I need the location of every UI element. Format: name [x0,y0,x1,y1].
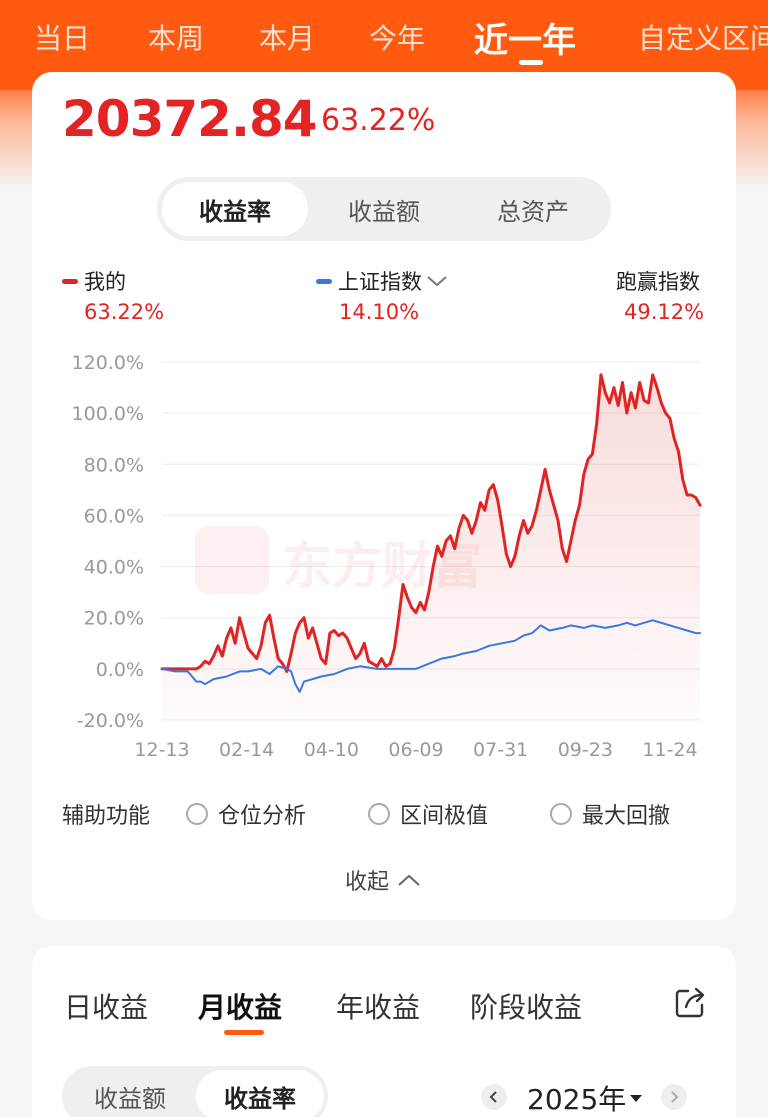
tab-earnings-amount[interactable]: 收益额 [94,1084,166,1113]
aux-option-position-analysis[interactable]: 仓位分析 [186,798,306,830]
legend-beat-index: 跑赢指数 [616,266,700,296]
share-icon[interactable] [672,985,708,1021]
x-tick-label: 11-24 [642,739,697,761]
earnings-metric-segment: 收益额 收益率 [62,1066,328,1117]
tab-daily-earnings[interactable]: 日收益 [64,991,149,1024]
legend-beat-label: 跑赢指数 [616,270,700,294]
yield-line-chart[interactable]: 东方财富 120.0%100.0%80.0%60.0%40.0%20.0%0.0… [0,340,768,770]
x-tick-label: 07-31 [473,739,528,761]
aux-option-label: 仓位分析 [218,804,307,829]
x-tick-label: 06-09 [388,739,443,761]
year-selector[interactable]: 2025年 [527,1078,643,1117]
profit-amount: 20372.84 [62,90,318,148]
earnings-tab-indicator [224,1030,264,1035]
chevron-down-icon [427,276,447,287]
next-year-button[interactable] [661,1084,687,1110]
chevron-right-icon [671,1091,679,1103]
x-tick-label: 12-13 [134,739,189,761]
y-tick-label: 100.0% [72,403,144,425]
active-tab-indicator [519,60,543,65]
x-tick-label: 02-14 [219,739,274,761]
radio-icon [550,803,572,825]
y-tick-label: 120.0% [72,352,144,374]
aux-functions-title: 辅助功能 [62,804,151,829]
legend-mine-label: 我的 [84,270,126,294]
tab-earnings-rate[interactable]: 收益率 [196,1070,324,1117]
y-tick-label: 60.0% [84,505,144,527]
y-tick-label: 80.0% [84,454,144,476]
x-tick-label: 04-10 [304,739,359,761]
tab-week[interactable]: 本周 [148,22,205,55]
legend-index-swatch [316,278,332,284]
aux-option-max-drawdown[interactable]: 最大回撤 [550,798,670,830]
legend-index-label: 上证指数 [338,270,422,294]
radio-icon [368,803,390,825]
legend-index-selector[interactable]: 上证指数 [316,266,448,296]
prev-year-button[interactable] [481,1084,507,1110]
tab-custom-range[interactable]: 自定义区间 [638,22,768,55]
metric-segment-control: 收益率 收益额 总资产 [157,177,611,241]
tab-profit-amount[interactable]: 收益额 [348,197,420,226]
caret-down-icon [630,1094,643,1102]
legend-mine-value: 63.22% [84,300,165,324]
collapse-label: 收起 [345,870,390,895]
tab-total-assets[interactable]: 总资产 [497,197,569,226]
series-line-index [161,619,701,693]
tab-month[interactable]: 本月 [259,22,316,55]
series-line-mine [160,373,702,673]
aux-option-range-extreme[interactable]: 区间极值 [368,798,488,830]
y-tick-label: 20.0% [84,608,144,630]
tab-today[interactable]: 当日 [34,22,91,55]
chevron-left-icon [489,1091,497,1103]
tab-yearly-earnings[interactable]: 年收益 [336,991,421,1024]
collapse-button[interactable]: 收起 [345,864,423,896]
legend-index-value: 14.10% [339,300,420,324]
legend-mine-swatch [62,278,78,284]
y-tick-label: 40.0% [84,557,144,579]
aux-option-label: 最大回撤 [582,804,671,829]
x-tick-label: 09-23 [558,739,613,761]
tab-stage-earnings[interactable]: 阶段收益 [470,991,583,1024]
legend-beat-value: 49.12% [624,300,705,324]
profit-rate: 63.22% [321,103,436,138]
chevron-up-icon [398,874,420,886]
y-tick-label: -20.0% [77,710,144,732]
y-tick-label: 0.0% [96,659,144,681]
aux-option-label: 区间极值 [400,804,489,829]
year-label: 2025年 [527,1083,627,1116]
watermark-logo [195,526,269,594]
tab-yield-rate[interactable]: 收益率 [162,182,308,236]
radio-icon [186,803,208,825]
tab-monthly-earnings[interactable]: 月收益 [198,991,283,1024]
tab-this-year[interactable]: 今年 [369,22,426,55]
legend-mine: 我的 [62,266,126,296]
tab-last-year[interactable]: 近一年 [474,20,576,61]
